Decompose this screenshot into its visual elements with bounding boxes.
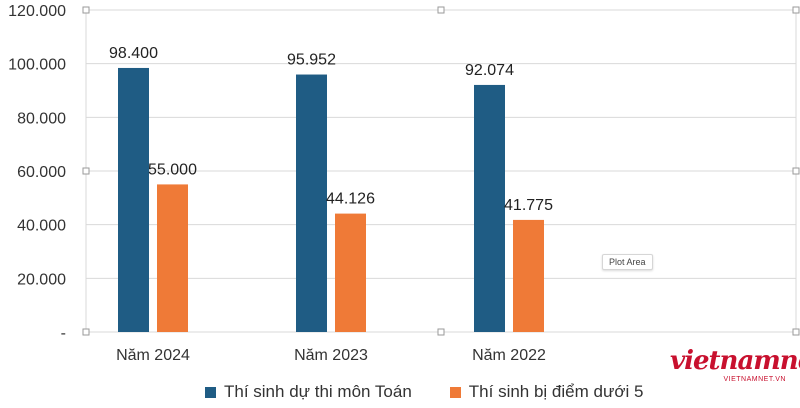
selection-handle [792, 167, 800, 175]
y-tick-label: - [61, 325, 66, 342]
x-tick-label: Năm 2023 [294, 347, 368, 364]
logo-subtext: VIETNAMNET.VN [723, 376, 786, 383]
selection-handle [792, 6, 800, 14]
selection-handle [437, 6, 445, 14]
legend-label-math-candidates: Thí sinh dự thi môn Toán [224, 382, 412, 401]
selection-handle [82, 167, 90, 175]
selection-handle [792, 328, 800, 336]
data-label: 55.000 [148, 161, 197, 178]
data-label: 44.126 [326, 191, 375, 208]
bar-below-five [513, 219, 544, 332]
y-tick-label: 80.000 [17, 110, 66, 127]
y-tick-label: 20.000 [17, 271, 66, 288]
y-tick-label: 120.000 [8, 3, 66, 20]
bar-math-candidates [474, 84, 505, 332]
plot-area-tooltip: Plot Area [602, 254, 653, 270]
logo-wordmark: vietnamnet [670, 346, 800, 376]
y-tick-label: 40.000 [17, 218, 66, 235]
vietnamnet-logo: vietnamnet VIETNAMNET.VN [670, 346, 800, 390]
data-label: 95.952 [287, 52, 336, 69]
bar-below-five [335, 213, 366, 332]
x-tick-label: Năm 2024 [116, 347, 190, 364]
legend-item-below-five: Thí sinh bị điểm dưới 5 [449, 382, 644, 402]
data-label: 41.775 [504, 197, 553, 214]
bar-below-five [157, 184, 188, 332]
legend-swatch-math-candidates [205, 386, 216, 398]
selection-handle [82, 328, 90, 336]
bar-math-candidates [118, 67, 149, 333]
data-label: 98.400 [109, 45, 158, 62]
x-tick-label: Năm 2022 [472, 347, 546, 364]
bar-math-candidates [296, 74, 327, 332]
selection-handle [82, 6, 90, 14]
y-tick-label: 60.000 [17, 164, 66, 181]
legend-item-math-candidates: Thí sinh dự thi môn Toán [205, 382, 412, 402]
y-tick-label: 100.000 [8, 57, 66, 74]
selection-handle [437, 328, 445, 336]
data-label: 92.074 [465, 62, 514, 79]
legend-swatch-below-five [449, 386, 461, 398]
legend-label-below-five: Thí sinh bị điểm dưới 5 [468, 382, 644, 401]
legend: Thí sinh dự thi môn Toán Thí sinh bị điể… [205, 378, 643, 406]
